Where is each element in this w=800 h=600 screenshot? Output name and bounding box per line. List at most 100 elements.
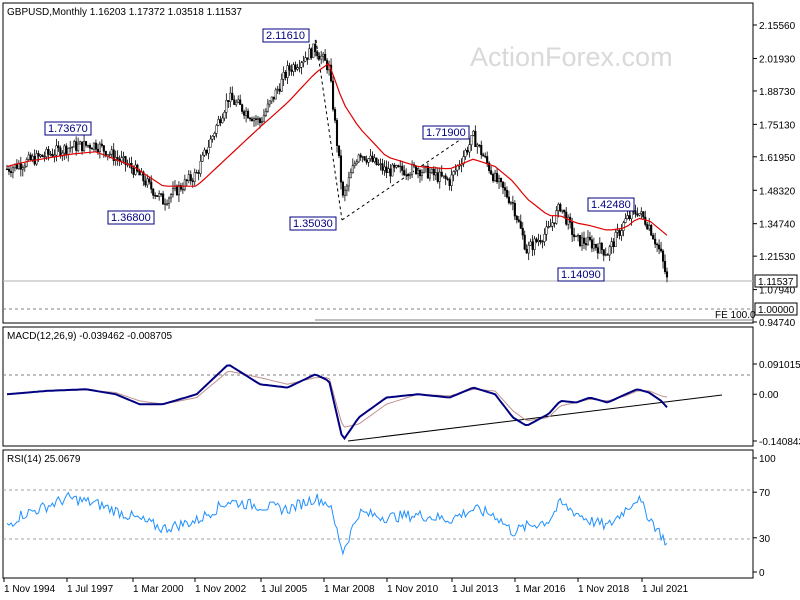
candle-body: [555, 210, 558, 224]
time-tick-label: 1 Nov 2010: [387, 584, 439, 595]
candle-body: [320, 55, 323, 60]
candle-body: [164, 203, 167, 205]
candle-body: [478, 144, 481, 147]
candle-body: [167, 197, 171, 204]
candle-body: [300, 62, 303, 68]
candle-body: [420, 172, 424, 177]
annotation-label: 1.35030: [293, 218, 333, 230]
candle-body: [201, 154, 204, 162]
candle-body: [59, 147, 62, 157]
candle-body: [418, 169, 422, 177]
fe-label: FE 100.0: [715, 310, 756, 321]
candle-body: [177, 185, 180, 196]
main-panel-title: GBPUSD,Monthly 1.16203 1.17372 1.03518 1…: [7, 7, 242, 18]
candle-body: [636, 213, 639, 216]
candle-body: [387, 168, 390, 173]
candle-body: [371, 155, 374, 162]
macd-tick-label: -0.140843: [759, 437, 800, 448]
candle-body: [488, 162, 491, 171]
candle-body: [389, 168, 392, 177]
candle-body: [586, 236, 590, 246]
candle-body: [39, 154, 42, 157]
candle-body: [237, 99, 240, 103]
macd-axis: 0.091015 0.00 -0.140843: [753, 360, 800, 448]
candle-body: [247, 110, 250, 119]
candle-body: [656, 243, 659, 246]
candle-body: [304, 57, 307, 62]
candle-body: [211, 135, 214, 140]
annotation-box: [422, 125, 470, 140]
candle-body: [345, 185, 348, 191]
candle-body: [470, 135, 473, 145]
candle-body: [215, 125, 218, 134]
candle-body: [333, 109, 337, 121]
candle-body: [428, 172, 431, 179]
candle-body: [92, 142, 95, 150]
candle-body: [660, 248, 663, 252]
candle-body: [377, 163, 380, 166]
candle-body: [577, 234, 580, 237]
candle-body: [51, 153, 54, 157]
candle-body: [543, 234, 546, 242]
candle-body: [100, 143, 103, 146]
candle-body: [250, 118, 254, 122]
candle-body: [98, 143, 101, 152]
candle-body: [49, 153, 52, 156]
candle-body: [652, 234, 655, 240]
time-tick-label: 1 Jul 2005: [261, 584, 308, 595]
candle-body: [462, 156, 465, 165]
candle-body: [499, 177, 503, 183]
candle-body: [503, 187, 507, 191]
candle-body: [513, 202, 516, 217]
candle-body: [69, 147, 72, 149]
candle-body: [551, 222, 554, 227]
candle-body: [227, 100, 230, 103]
candle-body: [282, 72, 285, 80]
candle-body: [166, 203, 169, 205]
candle-body: [509, 202, 512, 204]
current-price-tag: 1.11537: [754, 274, 798, 288]
candle-body: [7, 168, 11, 172]
candle-body: [436, 172, 439, 182]
candle-body: [527, 245, 530, 254]
candle-body: [353, 163, 356, 166]
candle-body: [335, 120, 339, 146]
candle-body: [185, 179, 188, 182]
candle-body: [452, 171, 455, 176]
candle-body: [179, 185, 182, 190]
candle-body: [482, 154, 485, 157]
candle-body: [11, 167, 14, 173]
candle-body: [486, 156, 489, 164]
candle-body: [399, 165, 402, 168]
price-annotations: 2.11610 1.73670 1.36800 1.35030 1.71900 1.424…: [44, 28, 635, 282]
candle-body: [197, 172, 200, 174]
candle-body: [77, 143, 80, 151]
candle-body: [25, 159, 28, 167]
annotation-box: [107, 210, 155, 225]
candle-body: [272, 96, 275, 100]
candle-body: [363, 156, 366, 161]
candle-body: [43, 156, 46, 158]
candle-body: [79, 141, 82, 145]
candle-body: [19, 163, 22, 170]
rsi-tick-label: 0: [759, 568, 765, 579]
rsi-axis: 100 70 30 0: [753, 454, 776, 579]
candle-body: [274, 89, 277, 100]
candle-body: [592, 244, 595, 249]
candle-body: [175, 185, 178, 196]
candle-body: [573, 234, 576, 238]
candle-body: [616, 230, 619, 233]
candle-body: [357, 154, 360, 163]
candle-body: [156, 195, 159, 197]
price-tick-label: 2.01930: [759, 55, 796, 66]
candle-body: [559, 203, 562, 212]
candle-body: [187, 174, 190, 182]
candle-body: [73, 141, 76, 148]
candle-body: [270, 96, 273, 102]
candle-body: [45, 149, 48, 157]
candle-body: [407, 174, 410, 177]
candle-body: [381, 163, 384, 171]
time-tick-label: 1 Nov 2018: [578, 584, 630, 595]
candle-body: [88, 145, 92, 149]
